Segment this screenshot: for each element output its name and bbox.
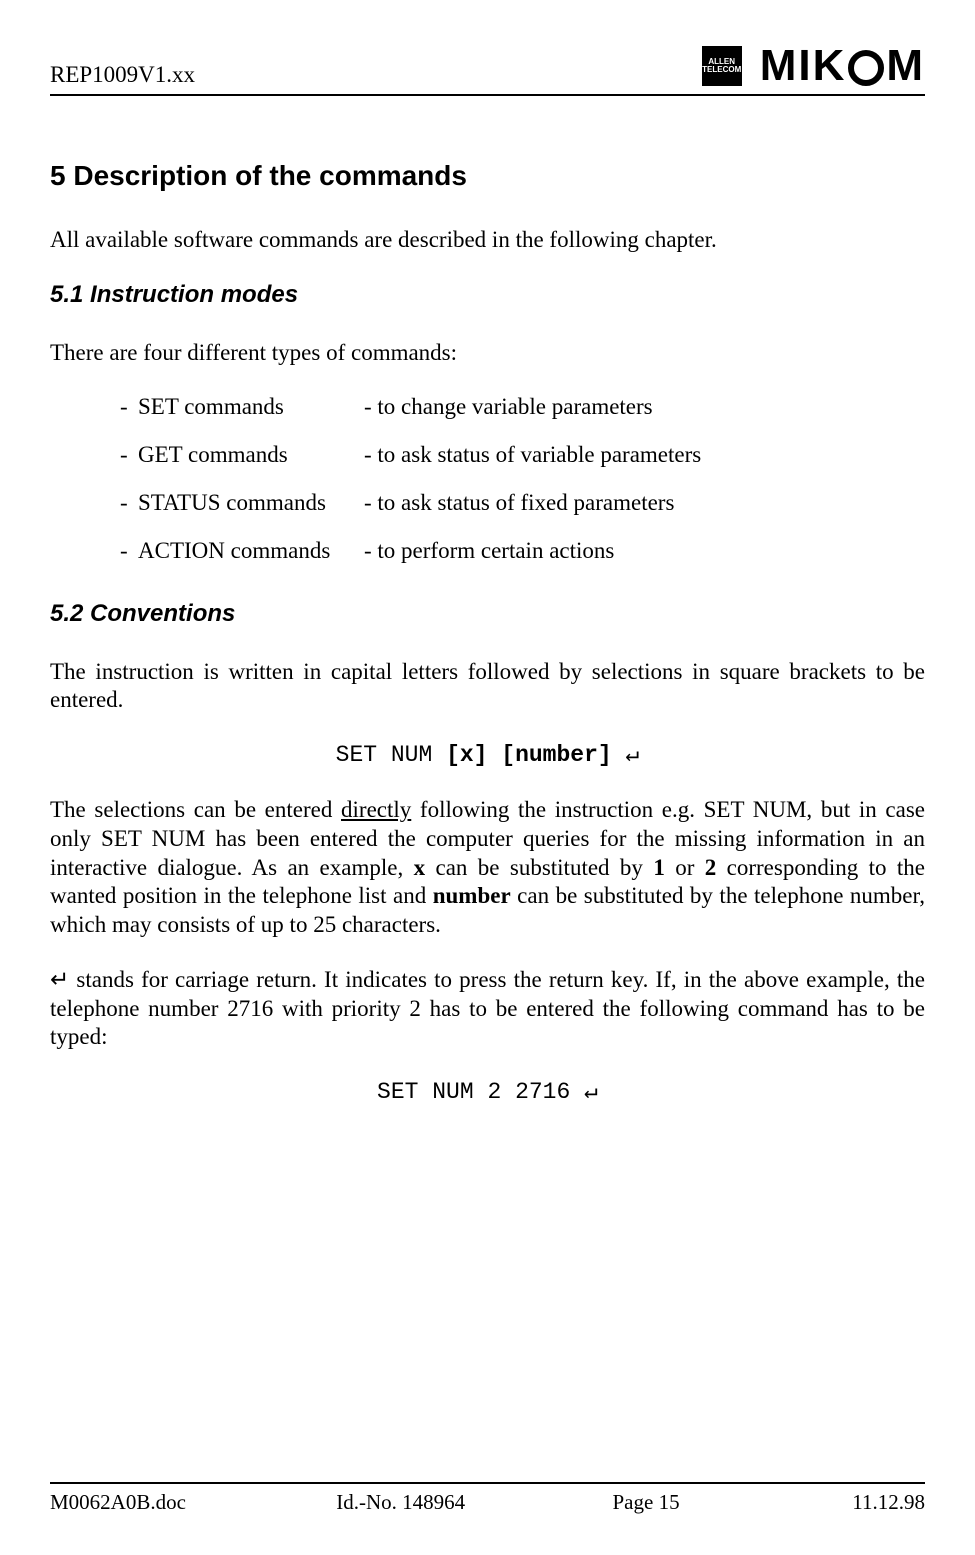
bullet-dash: - (120, 538, 138, 564)
p2-seg-c: can be substituted by (425, 855, 653, 880)
doc-ref: REP1009V1.xx (50, 62, 195, 88)
footer-filename: M0062A0B.doc (50, 1490, 206, 1515)
allen-logo-line2: TELECOM (702, 66, 741, 74)
bullet-dash: - (120, 394, 138, 420)
command-name: STATUS commands (138, 490, 364, 516)
conventions-p2: The selections can be entered directly f… (50, 796, 925, 940)
conventions-p1: The instruction is written in capital le… (50, 658, 925, 716)
command-desc: - to ask status of variable parameters (364, 442, 925, 468)
command-row: - GET commands - to ask status of variab… (50, 442, 925, 468)
p2-underlined: directly (341, 797, 411, 822)
footer-idno: Id.-No. 148964 (206, 1490, 492, 1515)
subsection-5-2-heading: 5.2 Conventions (50, 600, 925, 628)
code-example-1: SET NUM [x] [number] ↵ (50, 741, 925, 768)
sub1-intro: There are four different types of comman… (50, 339, 925, 368)
footer-date: 11.12.98 (769, 1490, 925, 1515)
code1-return: ↵ (612, 742, 640, 768)
p2-seg-d: or (665, 855, 705, 880)
page-footer: M0062A0B.doc Id.-No. 148964 Page 15 11.1… (50, 1482, 925, 1515)
mikom-text-left: MIK (760, 44, 847, 88)
code-example-2: SET NUM 2 2716 ↵ (50, 1078, 925, 1105)
code1-params: [x] [number] (446, 742, 612, 768)
command-desc: - to ask status of fixed parameters (364, 490, 925, 516)
p2-bold-x: x (414, 855, 426, 880)
p2-bold-2: 2 (705, 855, 717, 880)
footer-page: Page 15 (493, 1490, 769, 1515)
allen-telecom-logo: ALLEN TELECOM (702, 46, 742, 86)
command-desc: - to perform certain actions (364, 538, 925, 564)
section-intro: All available software commands are desc… (50, 226, 925, 255)
section-heading: 5 Description of the commands (50, 160, 925, 192)
command-row: - SET commands - to change variable para… (50, 394, 925, 420)
command-types-list: - SET commands - to change variable para… (50, 394, 925, 564)
subsection-5-1-heading: 5.1 Instruction modes (50, 281, 925, 309)
p2-bold-1: 1 (653, 855, 665, 880)
mikom-text-right: M (886, 44, 925, 88)
p2-seg-a: The selections can be entered (50, 797, 341, 822)
mikom-o-icon (848, 50, 884, 86)
command-name: SET commands (138, 394, 364, 420)
code1-prefix: SET NUM (336, 742, 446, 768)
command-name: ACTION commands (138, 538, 364, 564)
mikom-logo: MIK M (760, 44, 925, 88)
command-row: - STATUS commands - to ask status of fix… (50, 490, 925, 516)
conventions-p3: ↵ stands for carriage return. It indicat… (50, 966, 925, 1052)
command-name: GET commands (138, 442, 364, 468)
command-row: - ACTION commands - to perform certain a… (50, 538, 925, 564)
page-header: REP1009V1.xx ALLEN TELECOM MIK M (50, 44, 925, 96)
page-content: 5 Description of the commands All availa… (50, 96, 925, 1105)
p2-bold-number: number (433, 883, 511, 908)
bullet-dash: - (120, 490, 138, 516)
command-desc: - to change variable parameters (364, 394, 925, 420)
bullet-dash: - (120, 442, 138, 468)
logo-group: ALLEN TELECOM MIK M (702, 44, 925, 88)
